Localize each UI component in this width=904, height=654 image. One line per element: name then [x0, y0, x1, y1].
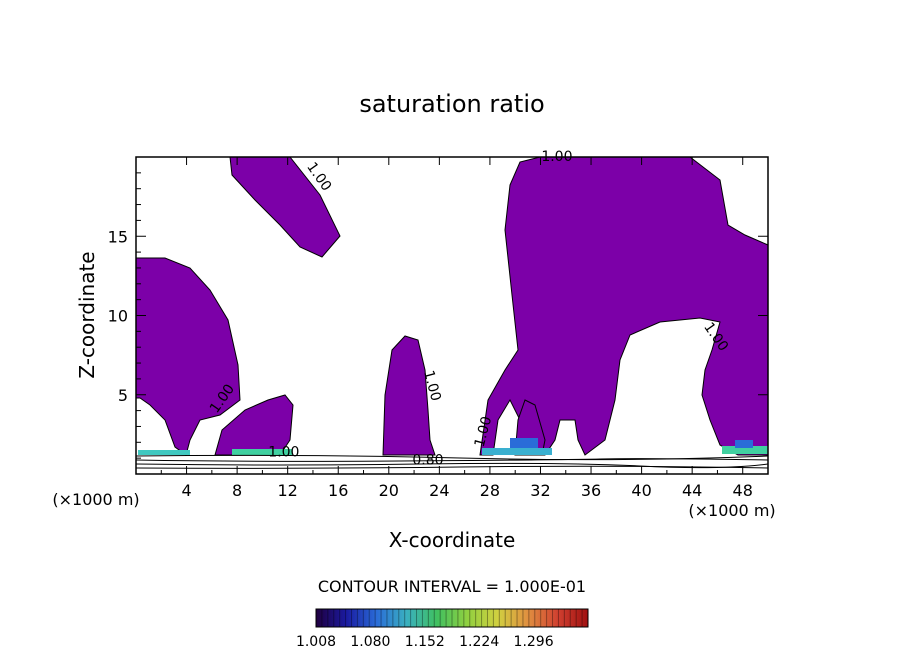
x-tick-label: 28	[480, 481, 500, 500]
colorbar-tick-label: 1.224	[459, 634, 499, 650]
x-tick-label: 12	[278, 481, 298, 500]
region-center-column	[382, 335, 436, 456]
colorbar	[315, 608, 589, 628]
band-cyan-2	[232, 449, 292, 455]
saturation-regions	[135, 156, 769, 456]
surface-bands	[138, 438, 768, 455]
y-tick-label: 5	[118, 386, 128, 405]
x-tick-label: 24	[429, 481, 449, 500]
surface-contours	[135, 454, 769, 469]
y-tick-label: 15	[108, 227, 128, 246]
x-tick-label: 16	[328, 481, 348, 500]
contour-interval-text: CONTOUR INTERVAL = 1.000E-01	[318, 577, 586, 596]
x-tick-label: 48	[733, 481, 753, 500]
x-tick-label: 4	[181, 481, 191, 500]
colorbar-tick-label: 1.080	[350, 634, 390, 650]
colorbar-tick-label: 1.152	[405, 634, 445, 650]
colorbar-tick-label: 1.008	[296, 634, 336, 650]
x-tick-label: 40	[631, 481, 651, 500]
y-tick-label: 10	[108, 307, 128, 326]
colorbar-tick-label: 1.296	[514, 634, 554, 650]
contour-line-4	[135, 465, 769, 469]
band-cyan-left	[138, 450, 190, 455]
band-cyan-3	[482, 448, 552, 455]
contour-label: 0.80	[412, 452, 443, 468]
x-axis: 4 8 12 16 20 24 28 32 36 40 44 48	[160, 157, 753, 500]
contour-label: 1.00	[472, 415, 496, 449]
contour-label: 1.00	[420, 369, 444, 403]
x-tick-label: 20	[379, 481, 399, 500]
x-axis-label: X-coordinate	[389, 528, 516, 552]
band-cyan-4	[722, 446, 768, 454]
contour-line-2	[135, 458, 769, 462]
region-right-tower	[479, 156, 769, 456]
band-blue-2	[735, 440, 753, 448]
contour-line-3	[135, 462, 769, 469]
contour-label: 1.00	[268, 445, 299, 461]
colorbar-ticks: 1.008 1.080 1.152 1.224 1.296	[296, 609, 583, 650]
region-left-column	[135, 257, 241, 456]
y-axis-label: Z-coordinate	[75, 251, 99, 378]
contour-label: 1.00	[541, 149, 572, 165]
x-tick-label: 32	[530, 481, 550, 500]
x-tick-label: 8	[232, 481, 242, 500]
x-units-left: (×1000 m)	[52, 490, 139, 509]
region-top-left	[229, 156, 341, 258]
x-units-right: (×1000 m)	[688, 501, 775, 520]
y-axis: 5 10 15	[108, 172, 768, 459]
x-tick-label: 44	[682, 481, 702, 500]
band-blue-1	[510, 438, 538, 448]
x-tick-label: 36	[581, 481, 601, 500]
chart-title: saturation ratio	[359, 90, 544, 118]
